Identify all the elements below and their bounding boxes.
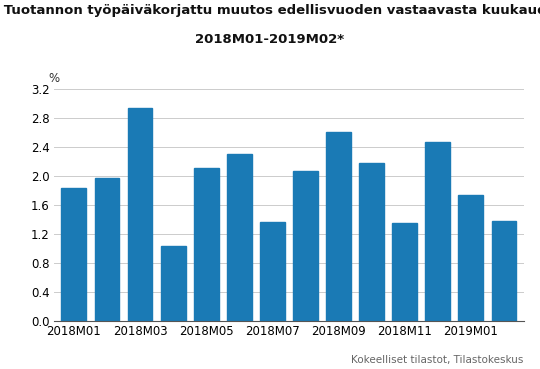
Bar <box>161 246 186 321</box>
Bar <box>127 108 152 321</box>
Bar <box>293 170 318 321</box>
Text: Kokeelliset tilastot, Tilastokeskus: Kokeelliset tilastot, Tilastokeskus <box>352 355 524 365</box>
Text: %: % <box>49 72 60 85</box>
Bar <box>458 194 483 321</box>
Bar <box>326 132 351 321</box>
Bar <box>227 154 252 321</box>
Bar <box>62 188 86 321</box>
Bar <box>94 178 119 321</box>
Bar <box>491 221 516 321</box>
Bar <box>194 169 219 321</box>
Bar <box>426 142 450 321</box>
Bar <box>260 221 285 321</box>
Bar <box>359 163 384 321</box>
Text: Kuvio 1: Tuotannon työpäiväkorjattu muutos edellisvuoden vastaavasta kuukaudesta: Kuvio 1: Tuotannon työpäiväkorjattu muut… <box>0 4 540 17</box>
Text: 2018M01-2019M02*: 2018M01-2019M02* <box>195 33 345 46</box>
Bar <box>392 223 417 321</box>
